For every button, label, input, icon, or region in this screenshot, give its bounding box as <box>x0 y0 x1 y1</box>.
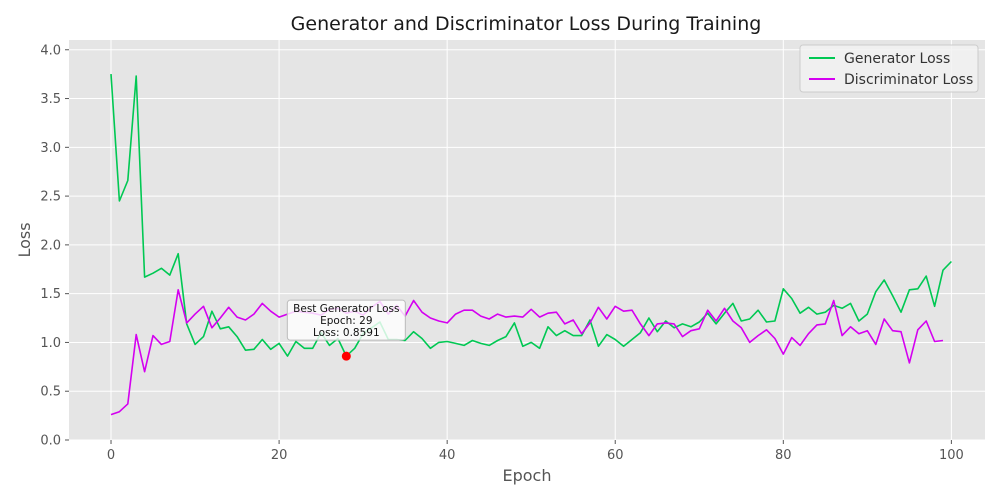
annotation-line: Best Generator Loss <box>293 303 399 315</box>
series-lines <box>110 74 952 416</box>
y-tick-label: 0.5 <box>40 385 61 400</box>
axis-ticks: 0.0 0.5 1.0 1.5 2.0 2.5 3.0 3.5 4.0 0 20 40 60 80 100 <box>40 43 963 463</box>
x-tick-label: 100 <box>939 448 964 463</box>
x-tick-label: 40 <box>439 448 456 463</box>
x-tick-label: 20 <box>271 448 288 463</box>
y-tick-label: 1.0 <box>40 336 61 351</box>
y-tick-label: 4.0 <box>40 43 61 58</box>
best-point-layer <box>341 351 351 361</box>
legend-label-0: Generator Loss <box>844 51 950 67</box>
annotation-line: Epoch: 29 <box>320 315 372 327</box>
legend: Generator Loss Discriminator Loss <box>799 44 979 93</box>
series-line-0 <box>110 74 952 357</box>
best-point-marker <box>341 351 351 361</box>
series-line-1 <box>110 288 944 416</box>
legend-label-1: Discriminator Loss <box>844 72 973 88</box>
y-tick-label: 2.5 <box>40 190 61 205</box>
y-tick-label: 1.5 <box>40 287 61 302</box>
x-axis-label: Epoch <box>503 466 552 485</box>
chart-title: Generator and Discriminator Loss During … <box>291 13 762 35</box>
x-tick-label: 80 <box>775 448 792 463</box>
annotation-box <box>286 299 406 341</box>
y-tick-label: 3.5 <box>40 92 61 107</box>
legend-box <box>799 44 979 93</box>
x-tick-label: 60 <box>607 448 624 463</box>
annotation-line: Loss: 0.8591 <box>313 327 380 339</box>
y-tick-label: 0.0 <box>40 434 61 449</box>
plot-area <box>69 40 985 440</box>
grid-lines <box>69 40 985 441</box>
x-tick-label: 0 <box>107 448 115 463</box>
y-tick-label: 2.0 <box>40 238 61 253</box>
y-axis-label: Loss <box>15 222 34 257</box>
y-tick-label: 3.0 <box>40 141 61 156</box>
